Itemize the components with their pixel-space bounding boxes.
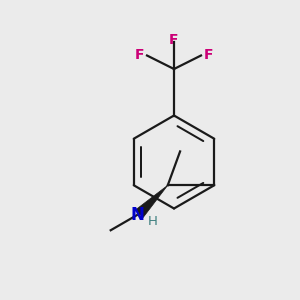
Text: F: F bbox=[169, 33, 179, 47]
Polygon shape bbox=[136, 185, 168, 218]
Text: N: N bbox=[131, 206, 145, 224]
Text: H: H bbox=[148, 215, 158, 228]
Text: F: F bbox=[204, 49, 214, 62]
Text: F: F bbox=[134, 49, 144, 62]
